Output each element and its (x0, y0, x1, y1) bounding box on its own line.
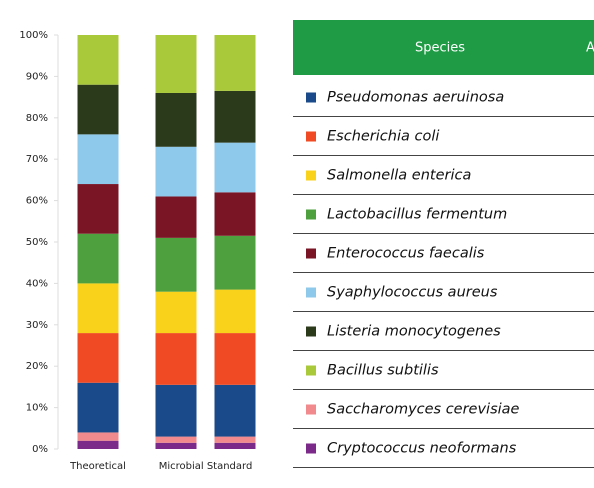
bar-segment (77, 233, 119, 284)
legend-swatch (306, 404, 316, 415)
legend-swatch (306, 170, 316, 181)
bar-segment (77, 432, 119, 441)
legend-label: Pseudomonas aeruinosa (327, 90, 504, 106)
y-tick-label: 80% (26, 113, 48, 124)
bar-segment (155, 196, 197, 238)
bar-segment (77, 283, 119, 334)
legend-swatch (306, 287, 316, 298)
bar-segment (155, 384, 197, 437)
legend-label: Bacillus subtilis (327, 363, 439, 379)
bar-segment (77, 382, 119, 433)
legend-swatch (306, 248, 316, 259)
legend-swatch (306, 443, 316, 454)
y-tick-label: 100% (19, 30, 48, 41)
y-tick-label: 90% (26, 71, 48, 82)
legend-label: Escherichia coli (327, 129, 439, 145)
bar-segment (214, 35, 256, 91)
bar-segment (214, 90, 256, 143)
y-tick-label: 70% (26, 154, 48, 165)
bar-segment (155, 237, 197, 292)
table-header (293, 20, 594, 75)
bar-segment (77, 184, 119, 234)
header-truncated: A (586, 41, 594, 56)
y-tick-label: 20% (26, 361, 48, 372)
y-tick-label: 60% (26, 196, 48, 207)
header-species: Species (415, 41, 465, 56)
legend-label: Syaphylococcus aureus (327, 285, 498, 301)
bar-segment (155, 442, 197, 449)
y-tick-label: 10% (26, 403, 48, 414)
bar-segment (214, 333, 256, 385)
bar-segment (155, 92, 197, 147)
x-tick-label: Microbial Standard (159, 461, 253, 472)
bar-segment (77, 84, 119, 135)
y-tick-label: 50% (26, 237, 48, 248)
y-tick-label: 30% (26, 320, 48, 331)
y-tick-label: 40% (26, 278, 48, 289)
legend-swatch (306, 365, 316, 376)
legend-label: Saccharomyces cerevisiae (327, 402, 520, 418)
bar-segment (214, 384, 256, 437)
bar-segment (77, 35, 119, 85)
legend-label: Cryptococcus neoformans (327, 441, 517, 457)
bar-segment (155, 146, 197, 197)
bar-segment (77, 440, 119, 449)
bar-segment (214, 142, 256, 193)
bar-segment (214, 235, 256, 290)
legend-label: Enterococcus faecalis (327, 246, 485, 262)
legend-label: Lactobacillus fermentum (327, 207, 507, 223)
bar-segment (214, 442, 256, 449)
bar-segment (77, 333, 119, 383)
legend-swatch (306, 209, 316, 220)
bar-segment (155, 35, 197, 93)
legend-label: Listeria monocytogenes (327, 324, 501, 340)
bar-segment (214, 436, 256, 443)
bar-segment (155, 291, 197, 334)
legend-swatch (306, 131, 316, 142)
legend-swatch (306, 326, 316, 337)
bar-segment (155, 436, 197, 443)
bar-segment (214, 289, 256, 334)
legend-label: Salmonella enterica (327, 168, 471, 184)
bar-segment (77, 134, 119, 185)
legend-swatch (306, 92, 316, 103)
x-tick-label: Theoretical (69, 461, 126, 472)
bar-segment (214, 192, 256, 236)
bar-segment (155, 333, 197, 385)
y-tick-label: 0% (32, 444, 48, 455)
